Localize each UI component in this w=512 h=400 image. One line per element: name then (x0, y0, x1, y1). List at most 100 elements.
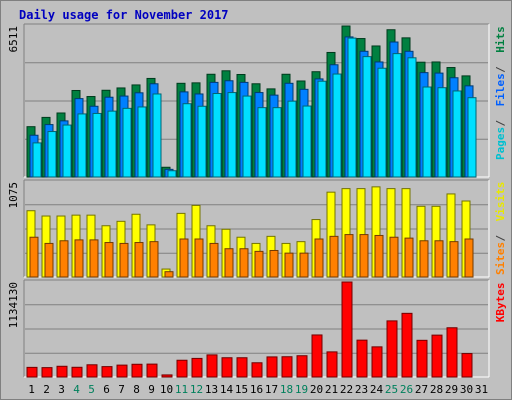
x-tick-label-17: 17 (265, 383, 278, 396)
panel-1-bar-pages-20 (317, 80, 327, 178)
x-tick-label-18: 18 (280, 383, 293, 396)
panel-1-bar-pages-27 (422, 86, 432, 178)
panel-1-bar-pages-6 (107, 110, 117, 178)
panel-2-bar-sites-22 (344, 234, 354, 278)
panel-2-bar-sites-21 (329, 235, 339, 278)
panel-1-legend-hits: Hits (494, 26, 507, 53)
panel-1-bar-pages-12 (197, 105, 207, 178)
x-tick-label-2: 2 (43, 383, 50, 396)
panel-2-max-label: 1075 (7, 182, 20, 209)
panel-3-bar-kbytes-24 (371, 346, 383, 378)
panel-1-bar-pages-2 (47, 131, 57, 178)
panel-1-bar-pages-14 (227, 92, 237, 178)
panel-3-bar-kbytes-3 (56, 365, 68, 378)
panel-2-bar-sites-11 (179, 238, 189, 278)
panel-2-bar-sites-16 (254, 250, 264, 278)
x-axis-labels: 1 2 3 4 5 6 7 8 9 10 11 12 13 14 15 16 17 18 19 20 21 22 23 24 2… (28, 383, 488, 396)
panel-3-max-label: 1134130 (7, 282, 20, 328)
panel-3-bar-kbytes-13 (206, 354, 218, 378)
panel-1-bar-pages-7 (122, 107, 132, 178)
panel-3-bar-kbytes-30 (461, 353, 473, 378)
panel-3-legend-kbytes: KBytes (494, 282, 507, 322)
x-tick-label-7: 7 (118, 383, 125, 396)
panel-1-bar-pages-5 (92, 112, 102, 178)
panel-1-bar-pages-21 (332, 73, 342, 178)
panel-2-bar-sites-6 (104, 242, 114, 278)
panel-1-bar-pages-1 (32, 142, 42, 178)
panel-2-bar-sites-15 (239, 248, 249, 278)
panel-2-bar-sites-4 (74, 239, 84, 278)
panel-2-legend-sites: Sites (494, 242, 507, 275)
panel-2-bar-sites-17 (269, 249, 279, 278)
panel-2-bar-sites-5 (89, 239, 99, 278)
panel-2-bar-sites-1 (29, 236, 39, 278)
panel-2-bar-sites-3 (59, 240, 69, 278)
panel-2-bar-sites-27 (419, 240, 429, 278)
panel-2-bar-sites-2 (44, 242, 54, 278)
x-tick-label-12: 12 (190, 383, 203, 396)
panel-1-bar-pages-3 (62, 124, 72, 178)
x-tick-label-9: 9 (148, 383, 155, 396)
x-tick-label-10: 10 (160, 383, 173, 396)
panel-2-bar-sites-8 (134, 242, 144, 278)
panel-3-bar-kbytes-2 (41, 367, 53, 378)
panel-3-bar-kbytes-17 (266, 356, 278, 378)
panel-1-bar-pages-9 (152, 93, 162, 178)
panel-2-bar-sites-19 (299, 252, 309, 278)
panel-1-legend-files: Files (494, 73, 507, 106)
panel-3-bar-kbytes-25 (386, 320, 398, 378)
panel-2-bar-sites-18 (284, 252, 294, 278)
x-tick-label-3: 3 (58, 383, 65, 396)
panel-3-bar-kbytes-12 (191, 357, 203, 378)
x-tick-label-23: 23 (355, 383, 368, 396)
panel-2-bar-sites-29 (449, 241, 459, 278)
x-tick-label-26: 26 (400, 383, 413, 396)
panel-1-bar-pages-30 (467, 97, 477, 178)
panel-3-bar-kbytes-5 (86, 364, 98, 378)
x-tick-label-14: 14 (220, 383, 234, 396)
panel-3-bar-kbytes-28 (431, 334, 443, 378)
panel-3-bar-kbytes-19 (296, 355, 308, 378)
x-tick-label-8: 8 (133, 383, 140, 396)
x-tick-label-6: 6 (103, 383, 110, 396)
x-tick-label-28: 28 (430, 383, 443, 396)
panel-1-bar-pages-11 (182, 103, 192, 178)
panel-1-legend-separator: / (494, 120, 507, 127)
panel-1-bar-pages-23 (362, 56, 372, 178)
panel-1-bar-pages-8 (137, 106, 147, 178)
panel-1-bar-pages-10 (167, 170, 177, 178)
panel-3-bar-kbytes-26 (401, 312, 413, 378)
panel-3-bar-kbytes-23 (356, 339, 368, 378)
panel-1-legend-pages: Pages (494, 127, 507, 160)
panel-3-bar-kbytes-29 (446, 327, 458, 378)
panel-1-bar-pages-19 (302, 105, 312, 178)
x-tick-label-19: 19 (295, 383, 308, 396)
panel-1-bar-pages-15 (242, 95, 252, 178)
panel-1-bar-pages-18 (287, 100, 297, 178)
x-tick-label-21: 21 (325, 383, 338, 396)
x-tick-label-25: 25 (385, 383, 398, 396)
panel-1-bar-pages-17 (272, 107, 282, 178)
panel-2-bar-sites-25 (389, 236, 399, 278)
panel-2-bar-sites-30 (464, 238, 474, 278)
panel-2-bar-sites-24 (374, 234, 384, 278)
panel-1-bar-pages-28 (437, 87, 447, 178)
x-tick-label-11: 11 (175, 383, 188, 396)
panel-1-bar-pages-4 (77, 113, 87, 178)
panel-1-bar-pages-26 (407, 57, 417, 178)
panel-1-bar-pages-25 (392, 53, 402, 178)
panel-3-bar-kbytes-18 (281, 356, 293, 378)
chart-title: Daily usage for November 2017 (19, 8, 229, 22)
panel-3-bar-kbytes-27 (416, 339, 428, 378)
panel-2-legend-separator: / (494, 235, 507, 242)
x-tick-label-16: 16 (250, 383, 263, 396)
panel-3-bar-kbytes-20 (311, 334, 323, 378)
x-tick-label-1: 1 (28, 383, 35, 396)
panel-3-bar-kbytes-7 (116, 364, 128, 378)
panel-2-bar-sites-9 (149, 241, 159, 278)
panel-2-bar-sites-14 (224, 248, 234, 278)
x-tick-label-5: 5 (88, 383, 95, 396)
x-tick-label-13: 13 (205, 383, 218, 396)
x-tick-label-30: 30 (460, 383, 473, 396)
panel-1-bar-pages-24 (377, 67, 387, 178)
